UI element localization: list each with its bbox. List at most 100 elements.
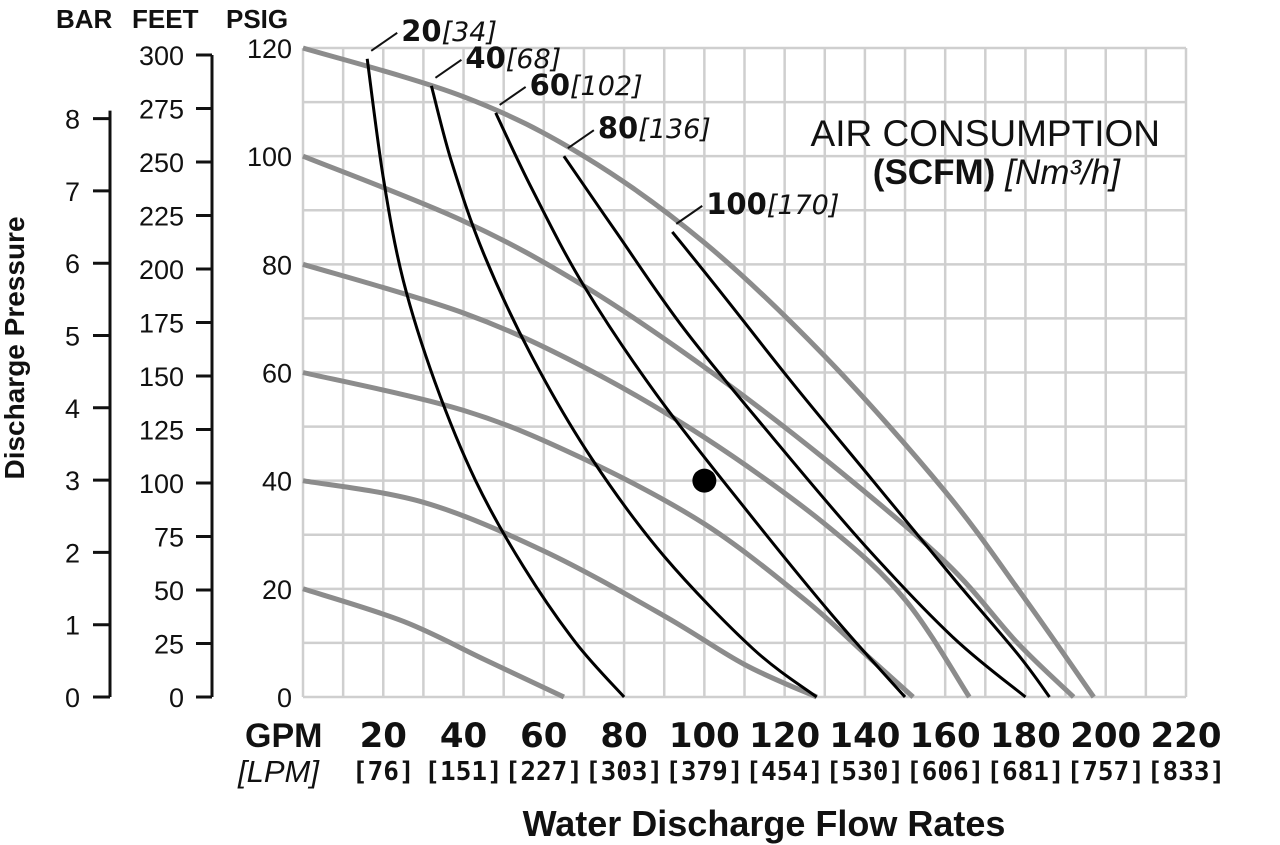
- air-curve-leader: [499, 86, 527, 106]
- feet-tick-label: 225: [139, 202, 184, 232]
- x-tick-lpm-label: [530]: [826, 757, 904, 787]
- psig-tick-label: 100: [247, 142, 292, 172]
- air-curve-80: [562, 155, 1027, 699]
- psig-tick-label: 0: [277, 683, 292, 713]
- bar-tick-label: 6: [65, 249, 80, 279]
- x-tick-lpm-label: [606]: [906, 757, 984, 787]
- air-curve-leader: [434, 59, 463, 79]
- x-tick-label: 180: [990, 716, 1061, 756]
- air-curve-nm3h: [68]: [506, 44, 561, 75]
- psig-tick-label: 60: [262, 359, 292, 389]
- bar-axis: BAR 0 1 2 3 4 5 6 7 8: [56, 4, 113, 713]
- performance-curve: [302, 45, 1096, 699]
- x-tick-lpm-label: [454]: [745, 757, 823, 787]
- x-axis-unit-lpm: [LPM]: [237, 754, 320, 789]
- x-tick-label: 160: [910, 716, 981, 756]
- x-axis-unit-gpm: GPM: [245, 717, 322, 755]
- air-curve-nm3h: [102]: [570, 71, 643, 102]
- air-curve-leader: [567, 129, 595, 149]
- bar-tick-label: 8: [65, 105, 80, 135]
- feet-tick-label: 175: [139, 309, 184, 339]
- x-tick-label: 80: [600, 716, 647, 756]
- air-curve-scfm: 80: [598, 111, 638, 145]
- x-tick-label: 120: [749, 716, 820, 756]
- air-curve-leader: [675, 205, 703, 225]
- bar-tick-label: 7: [65, 177, 80, 207]
- air-curve-60: [494, 112, 907, 698]
- feet-tick-label: 125: [139, 416, 184, 446]
- air-curve-scfm: 60: [530, 68, 570, 102]
- feet-tick-label: 250: [139, 148, 184, 178]
- legend-title: AIR CONSUMPTION (SCFM) [Nm³/h]: [811, 113, 1160, 192]
- performance-curve: [302, 261, 972, 699]
- feet-tick-label: 275: [139, 95, 184, 125]
- air-curve-scfm: 20: [401, 14, 441, 48]
- psig-axis: PSIG 0 20 40 60 80 100 120: [226, 4, 292, 713]
- feet-tick-label: 0: [169, 683, 184, 713]
- x-tick-label: 60: [520, 716, 567, 756]
- feet-axis: FEET 0 25 50 75 100 125 150 175 200 225 250 275 300: [132, 4, 214, 713]
- x-tick-lpm-label: [379]: [665, 757, 743, 787]
- air-curve-nm3h: [34]: [442, 17, 497, 48]
- x-axis-label: Water Discharge Flow Rates: [523, 803, 1006, 844]
- performance-curve: [302, 478, 818, 700]
- air-curve-scfm: 100: [706, 187, 767, 221]
- x-tick-lpm-label: [227]: [505, 757, 583, 787]
- air-curve-40: [429, 85, 818, 699]
- legend-title-line1: AIR CONSUMPTION: [811, 113, 1160, 154]
- x-tick-lpm-label: [303]: [585, 757, 663, 787]
- performance-curves: [302, 45, 1096, 700]
- feet-tick-label: 300: [139, 41, 184, 71]
- x-axis: GPM [LPM] 20[76] 40[151] 60[227] 80[303]100…: [237, 716, 1225, 789]
- psig-tick-label: 20: [262, 575, 292, 605]
- psig-tick-label: 40: [262, 467, 292, 497]
- air-consumption-curves: [365, 58, 1051, 699]
- operating-point: [692, 468, 717, 493]
- x-tick-label: 200: [1070, 716, 1141, 756]
- feet-tick-label: 200: [139, 255, 184, 285]
- x-tick-label: 100: [669, 716, 740, 756]
- bar-tick-label: 2: [65, 538, 80, 568]
- air-curve-label-80: 80[136]: [598, 111, 711, 145]
- feet-tick-label: 25: [154, 630, 184, 660]
- bar-tick-label: 3: [65, 466, 80, 496]
- air-curve-leader: [370, 31, 398, 52]
- air-curve-labels: 20[34]40[68]60[102] 80[136] 100[170]: [370, 14, 839, 225]
- air-curve-nm3h: [136]: [638, 114, 711, 145]
- performance-curve: [302, 153, 1076, 699]
- legend-title-line2: (SCFM) [Nm³/h]: [873, 153, 1121, 192]
- x-tick-label: 20: [360, 716, 407, 756]
- legend-title-bold: (SCFM): [873, 153, 995, 192]
- air-curve-label-100: 100[170]: [706, 187, 839, 221]
- air-curve-100: [671, 230, 1051, 698]
- x-tick-lpm-label: [76]: [352, 757, 415, 787]
- air-curve-label-40: 40[68]: [465, 41, 561, 75]
- feet-tick-label: 150: [139, 362, 184, 392]
- x-tick-lpm-label: [833]: [1147, 757, 1225, 787]
- x-tick-label: 40: [440, 716, 487, 756]
- psig-axis-header: PSIG: [226, 4, 288, 34]
- feet-tick-label: 75: [154, 523, 184, 553]
- x-tick-label: 140: [829, 716, 900, 756]
- air-curve-20: [365, 58, 626, 698]
- x-tick-lpm-label: [151]: [424, 757, 502, 787]
- bar-tick-label: 1: [65, 611, 80, 641]
- air-curve-nm3h: [170]: [767, 190, 840, 221]
- air-curve-label-20: 20[34]: [401, 14, 497, 48]
- performance-curve: [302, 370, 915, 699]
- feet-tick-label: 50: [154, 576, 184, 606]
- air-curve-label-60: 60[102]: [530, 68, 643, 102]
- x-tick-lpm-label: [757]: [1067, 757, 1145, 787]
- x-tick-lpm-label: [681]: [986, 757, 1064, 787]
- bar-tick-label: 5: [65, 322, 80, 352]
- air-curve-scfm: 40: [465, 41, 505, 75]
- feet-axis-header: FEET: [132, 4, 199, 34]
- bar-tick-label: 0: [65, 683, 80, 713]
- y-axis-label: Discharge Pressure: [0, 216, 30, 479]
- psig-tick-label: 120: [247, 34, 292, 64]
- legend-title-italic: [Nm³/h]: [1004, 153, 1121, 192]
- operating-point-group: [692, 468, 717, 493]
- performance-curve: [302, 586, 565, 700]
- bar-axis-header: BAR: [56, 4, 113, 34]
